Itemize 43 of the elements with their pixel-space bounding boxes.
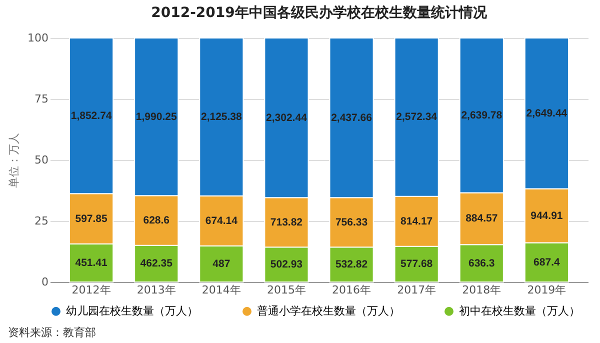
chart-title: 2012-2019年中国各级民办学校在校生数量统计情况 xyxy=(151,4,488,21)
legend-label: 初中在校生数量（万人） xyxy=(459,304,580,318)
annotation: 636.3 xyxy=(468,257,495,270)
annotation: 628.6 xyxy=(143,214,170,227)
annotation: 532.82 xyxy=(335,258,368,271)
y-tick-label: 25 xyxy=(34,214,48,228)
y-tick-label: 100 xyxy=(28,32,48,44)
annotation: 884.57 xyxy=(466,212,498,225)
annotation: 2,125.38 xyxy=(200,110,242,123)
annotation: 577.68 xyxy=(400,258,433,270)
annotation: 451.41 xyxy=(75,256,108,269)
y-tick-label: 75 xyxy=(34,92,48,106)
annotation: 2,639.78 xyxy=(461,109,502,122)
annotation: 2,437.66 xyxy=(331,112,372,124)
annotation: 462.35 xyxy=(140,258,173,270)
annotation: 2,302.44 xyxy=(266,112,308,124)
legend-label: 幼儿园在校生数量（万人） xyxy=(66,304,198,318)
x-tick-label: 2013年 xyxy=(136,284,176,296)
annotation: 2,649.44 xyxy=(526,107,568,120)
y-tick-label: 50 xyxy=(34,154,48,166)
annotation: 597.85 xyxy=(75,212,108,225)
y-axis-title: 单位：万人 xyxy=(8,133,21,188)
legend-label: 普通小学在校生数量（万人） xyxy=(257,304,400,318)
annotation: 814.17 xyxy=(400,215,433,228)
text: 资料来源：教育部 xyxy=(8,325,96,340)
x-tick-label: 2016年 xyxy=(332,284,372,296)
annotation: 487 xyxy=(212,258,230,270)
annotation: 502.93 xyxy=(270,258,303,271)
annotation: 944.91 xyxy=(530,210,563,222)
annotation: 756.33 xyxy=(335,216,368,228)
y-tick-label: 0 xyxy=(42,276,48,288)
annotation: 687.4 xyxy=(534,256,560,268)
x-tick-label: 2015年 xyxy=(266,284,306,296)
x-tick-label: 2012年 xyxy=(72,284,111,296)
x-tick-label: 2019年 xyxy=(527,284,566,296)
annotation: 2,572.34 xyxy=(396,111,438,124)
x-tick-label: 2017年 xyxy=(397,284,436,296)
x-tick-label: 2014年 xyxy=(202,284,241,296)
annotation: 1,990.25 xyxy=(136,110,177,123)
annotation: 1,852.74 xyxy=(70,110,112,122)
annotation: 674.14 xyxy=(205,214,238,227)
x-tick-label: 2018年 xyxy=(462,284,502,296)
annotation: 713.82 xyxy=(270,216,303,228)
